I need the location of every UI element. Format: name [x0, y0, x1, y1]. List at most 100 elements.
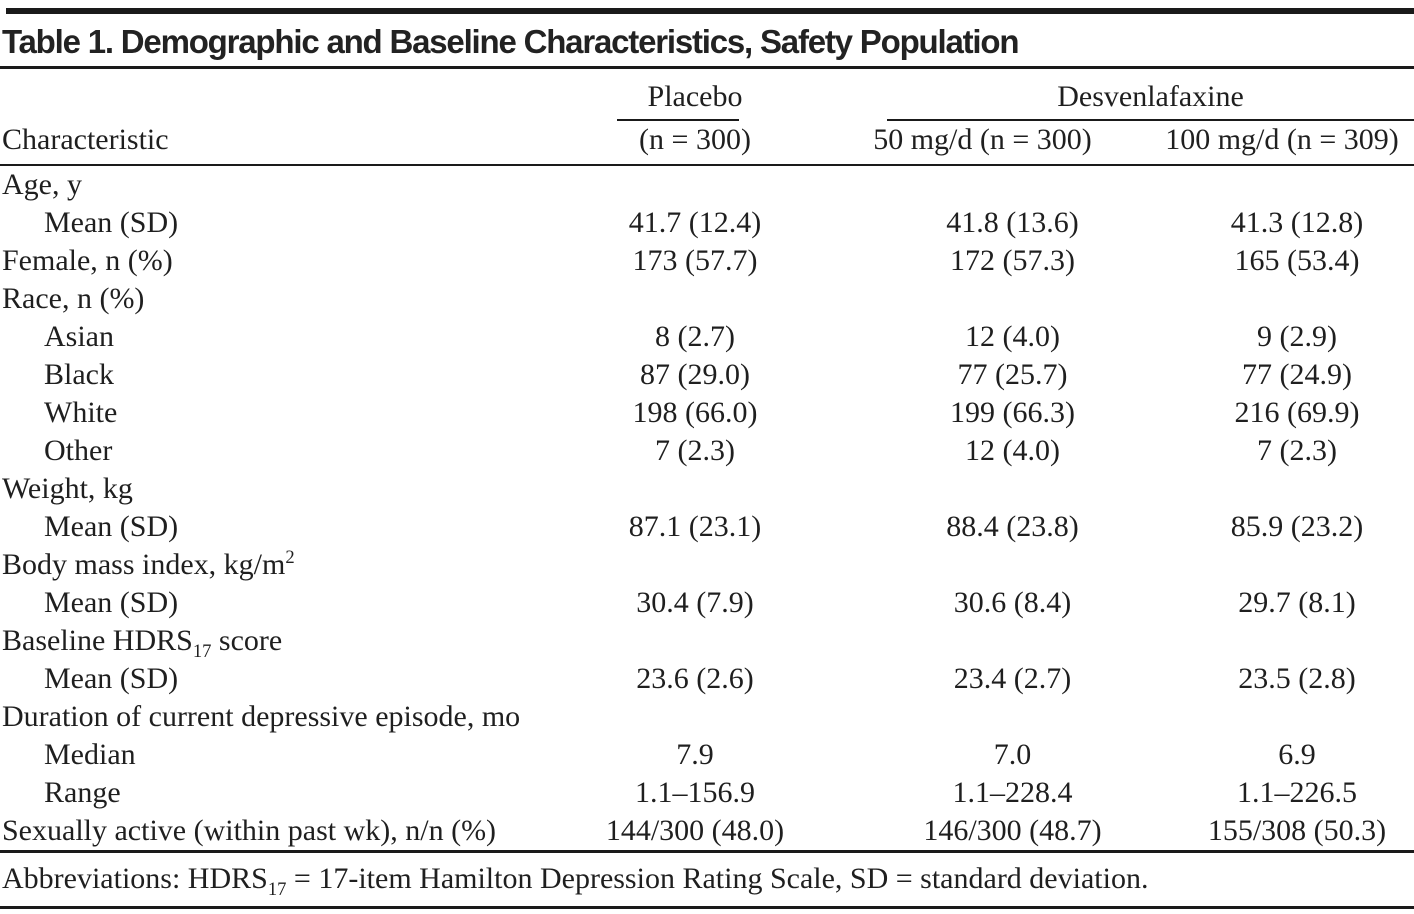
table-row: Weight, kg [0, 470, 1414, 508]
cell-value-dose50 [815, 546, 1150, 584]
desvenlafaxine-group-label: Desvenlafaxine [1057, 79, 1244, 113]
row-label: Age, y [2, 167, 82, 201]
cell-value-dose50: 1.1–228.4 [952, 775, 1073, 809]
bottom-rule [0, 905, 1414, 909]
cell-value-dose50: 77 (25.7) [957, 357, 1068, 391]
row-label: Duration of current depressive episode, … [2, 699, 521, 733]
row-label: Mean (SD) [44, 585, 179, 619]
table-row: Mean (SD) 30.4 (7.9) 30.6 (8.4) 29.7 (8.… [0, 584, 1414, 622]
cell-value-dose50 [815, 280, 1150, 318]
cell-value-placebo: 7 (2.3) [655, 433, 735, 467]
cell-value-dose100: 85.9 (23.2) [1230, 509, 1364, 543]
desvenlafaxine-group-rule [887, 118, 1414, 121]
row-label: Mean (SD) [44, 509, 179, 543]
cell-value-dose100: 7 (2.3) [1257, 433, 1337, 467]
row-label: Weight, kg [2, 471, 133, 505]
column-group-row: Placebo Desvenlafaxine [0, 69, 1414, 121]
cell-value-dose100 [1150, 165, 1414, 204]
cell-value-placebo: 7.9 [676, 737, 714, 771]
cell-value-placebo [575, 622, 815, 660]
header-placebo-n: (n = 300) [575, 120, 815, 166]
row-label: Mean (SD) [44, 205, 179, 239]
cell-value-dose100 [1150, 280, 1414, 318]
cell-value-dose50: 88.4 (23.8) [946, 509, 1079, 543]
title-rule [0, 66, 1414, 69]
cell-value-placebo [575, 165, 815, 204]
row-label: White [44, 395, 118, 429]
cell-value-dose50: 41.8 (13.6) [946, 205, 1079, 239]
row-label: Black [44, 357, 114, 391]
cell-value-placebo: 87.1 (23.1) [628, 509, 762, 543]
row-label: Other [44, 433, 113, 467]
header-dose100: 100 mg/d (n = 309) [1150, 120, 1414, 166]
cell-value-dose50: 30.6 (8.4) [953, 585, 1072, 619]
cell-value-dose100 [1150, 622, 1414, 660]
cell-value-placebo: 87 (29.0) [640, 357, 750, 391]
row-label: Race, n (%) [2, 281, 145, 315]
table-title: Table 1. Demographic and Baseline Charac… [2, 23, 1019, 60]
cell-value-dose50 [815, 470, 1150, 508]
footnote-text: Abbreviations: HDRS17 = 17-item Hamilton… [2, 861, 1149, 900]
table-row: Mean (SD) 23.6 (2.6) 23.4 (2.7) 23.5 (2.… [0, 660, 1414, 698]
col-group-desvenlafaxine: Desvenlafaxine [815, 69, 1414, 121]
table-row: White 198 (66.0) 199 (66.3) 216 (69.9) [0, 394, 1414, 432]
footnote-top-rule [0, 849, 1414, 853]
cell-value-placebo: 1.1–156.9 [635, 775, 755, 809]
cell-value-dose100: 77 (24.9) [1242, 357, 1352, 391]
cell-value-placebo: 30.4 (7.9) [636, 585, 754, 619]
table-row: Age, y [0, 165, 1414, 204]
cell-value-placebo: 23.6 (2.6) [636, 661, 754, 695]
cell-value-dose50: 12 (4.0) [965, 319, 1060, 353]
cell-value-dose50 [815, 165, 1150, 204]
table-row: Race, n (%) [0, 280, 1414, 318]
row-label: Range [44, 775, 121, 809]
cell-value-placebo [575, 698, 815, 736]
table-row: Black 87 (29.0) 77 (25.7) 77 (24.9) [0, 356, 1414, 394]
cell-value-dose50: 7.0 [993, 737, 1032, 771]
cell-value-placebo [575, 280, 815, 318]
placebo-group-rule [617, 118, 739, 121]
column-header-row: Characteristic (n = 300) 50 mg/d (n = 30… [0, 120, 1414, 166]
table-row: Duration of current depressive episode, … [0, 698, 1414, 736]
table-row: Other 7 (2.3) 12 (4.0) 7 (2.3) [0, 432, 1414, 470]
row-label: Female, n (%) [2, 243, 173, 277]
cell-value-dose100: 41.3 (12.8) [1230, 205, 1364, 239]
cell-value-placebo [575, 546, 815, 584]
cell-value-placebo: 144/300 (48.0) [605, 813, 785, 847]
row-label: Mean (SD) [44, 661, 179, 695]
row-label: Asian [44, 319, 114, 353]
table-row: Range 1.1–156.9 1.1–228.4 1.1–226.5 [0, 774, 1414, 812]
cell-value-dose100 [1150, 470, 1414, 508]
cell-value-placebo: 173 (57.7) [632, 243, 758, 277]
table-row: Median 7.9 7.0 6.9 [0, 736, 1414, 774]
cell-value-dose50 [815, 622, 1150, 660]
table-row: Sexually active (within past wk), n/n (%… [0, 812, 1414, 850]
table-row: Baseline HDRS17 score [0, 622, 1414, 662]
row-label: Body mass index, kg/m2 [2, 546, 295, 581]
cell-value-dose100 [1150, 698, 1414, 736]
cell-value-placebo: 8 (2.7) [655, 319, 735, 353]
header-characteristic: Characteristic [0, 120, 575, 166]
header-dose50: 50 mg/d (n = 300) [815, 120, 1150, 166]
row-label: Median [44, 737, 136, 771]
cell-value-dose50: 146/300 (48.7) [923, 813, 1102, 847]
cell-value-placebo: 198 (66.0) [632, 395, 758, 429]
row-label: Sexually active (within past wk), n/n (%… [2, 813, 497, 847]
table-row: Body mass index, kg/m2 [0, 546, 1414, 584]
cell-value-dose100: 165 (53.4) [1234, 243, 1360, 277]
cell-value-dose100: 9 (2.9) [1257, 319, 1337, 353]
table-row: Asian 8 (2.7) 12 (4.0) 9 (2.9) [0, 318, 1414, 356]
row-label: Baseline HDRS17 score [2, 623, 283, 662]
cell-value-dose50: 199 (66.3) [950, 395, 1075, 429]
cell-value-dose100: 1.1–226.5 [1237, 775, 1357, 809]
table-row: Mean (SD) 41.7 (12.4) 41.8 (13.6) 41.3 (… [0, 204, 1414, 242]
empty-corner-cell [0, 69, 575, 121]
cell-value-dose50: 12 (4.0) [965, 433, 1060, 467]
cell-value-dose100: 23.5 (2.8) [1238, 661, 1356, 695]
cell-value-placebo [575, 470, 815, 508]
cell-value-placebo: 41.7 (12.4) [628, 205, 762, 239]
cell-value-dose50 [815, 698, 1150, 736]
cell-value-dose100: 155/308 (50.3) [1207, 813, 1387, 847]
col-group-placebo: Placebo [575, 69, 815, 121]
